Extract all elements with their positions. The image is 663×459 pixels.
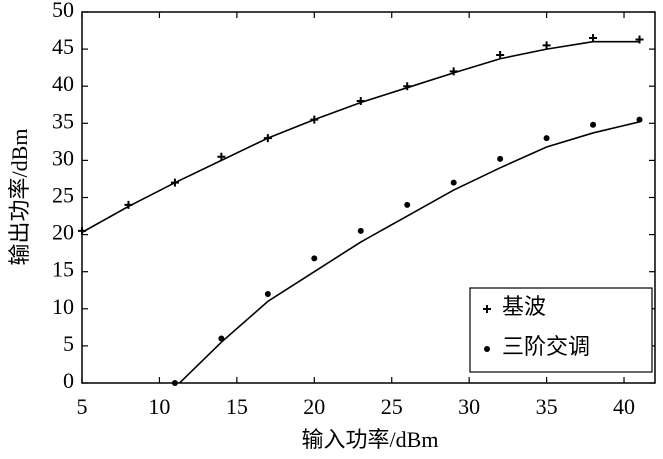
marker (217, 152, 226, 161)
x-tick-label: 25 (381, 394, 403, 419)
y-tick-label: 35 (52, 108, 74, 133)
marker (496, 51, 505, 60)
marker (635, 35, 644, 44)
y-tick-label: 50 (52, 0, 74, 22)
marker (450, 179, 457, 186)
legend-box (469, 287, 653, 373)
y-tick-label: 15 (52, 257, 74, 282)
marker (78, 226, 86, 235)
x-tick-label: 5 (77, 394, 88, 419)
marker (124, 200, 133, 209)
marker (636, 116, 643, 123)
x-tick-label: 15 (226, 394, 248, 419)
x-tick-label: 30 (458, 394, 480, 419)
marker (263, 134, 272, 143)
marker (218, 335, 225, 342)
y-axis-label: 输出功率/dBm (7, 129, 32, 266)
y-tick-label: 30 (52, 145, 74, 170)
marker (449, 67, 458, 76)
y-tick-label: 5 (63, 331, 74, 356)
x-axis-label: 输入功率/dBm (302, 427, 439, 452)
fit-line (179, 121, 640, 384)
y-tick-label: 45 (52, 34, 74, 59)
y-tick-label: 25 (52, 183, 74, 208)
legend-label: 三阶交调 (502, 334, 590, 359)
marker (543, 135, 550, 142)
y-tick-label: 40 (52, 71, 74, 96)
fit-line (81, 40, 640, 234)
y-tick-label: 20 (52, 220, 74, 245)
legend-label: 基波 (502, 294, 546, 319)
marker (403, 82, 412, 91)
marker (357, 227, 364, 234)
x-tick-label: 10 (148, 394, 170, 419)
marker (484, 346, 490, 352)
x-tick-label: 35 (536, 394, 558, 419)
marker (497, 155, 504, 162)
marker (404, 201, 411, 208)
marker (311, 255, 318, 262)
marker (356, 97, 365, 106)
marker (483, 305, 491, 313)
y-tick-label: 0 (63, 368, 74, 393)
x-tick-label: 20 (303, 394, 325, 419)
x-tick-label: 40 (613, 394, 635, 419)
marker (264, 290, 271, 297)
marker (590, 121, 597, 128)
marker (170, 178, 179, 187)
marker (171, 380, 178, 386)
y-tick-label: 10 (52, 294, 74, 319)
marker (542, 41, 551, 50)
marker (589, 33, 598, 42)
marker (310, 115, 319, 124)
